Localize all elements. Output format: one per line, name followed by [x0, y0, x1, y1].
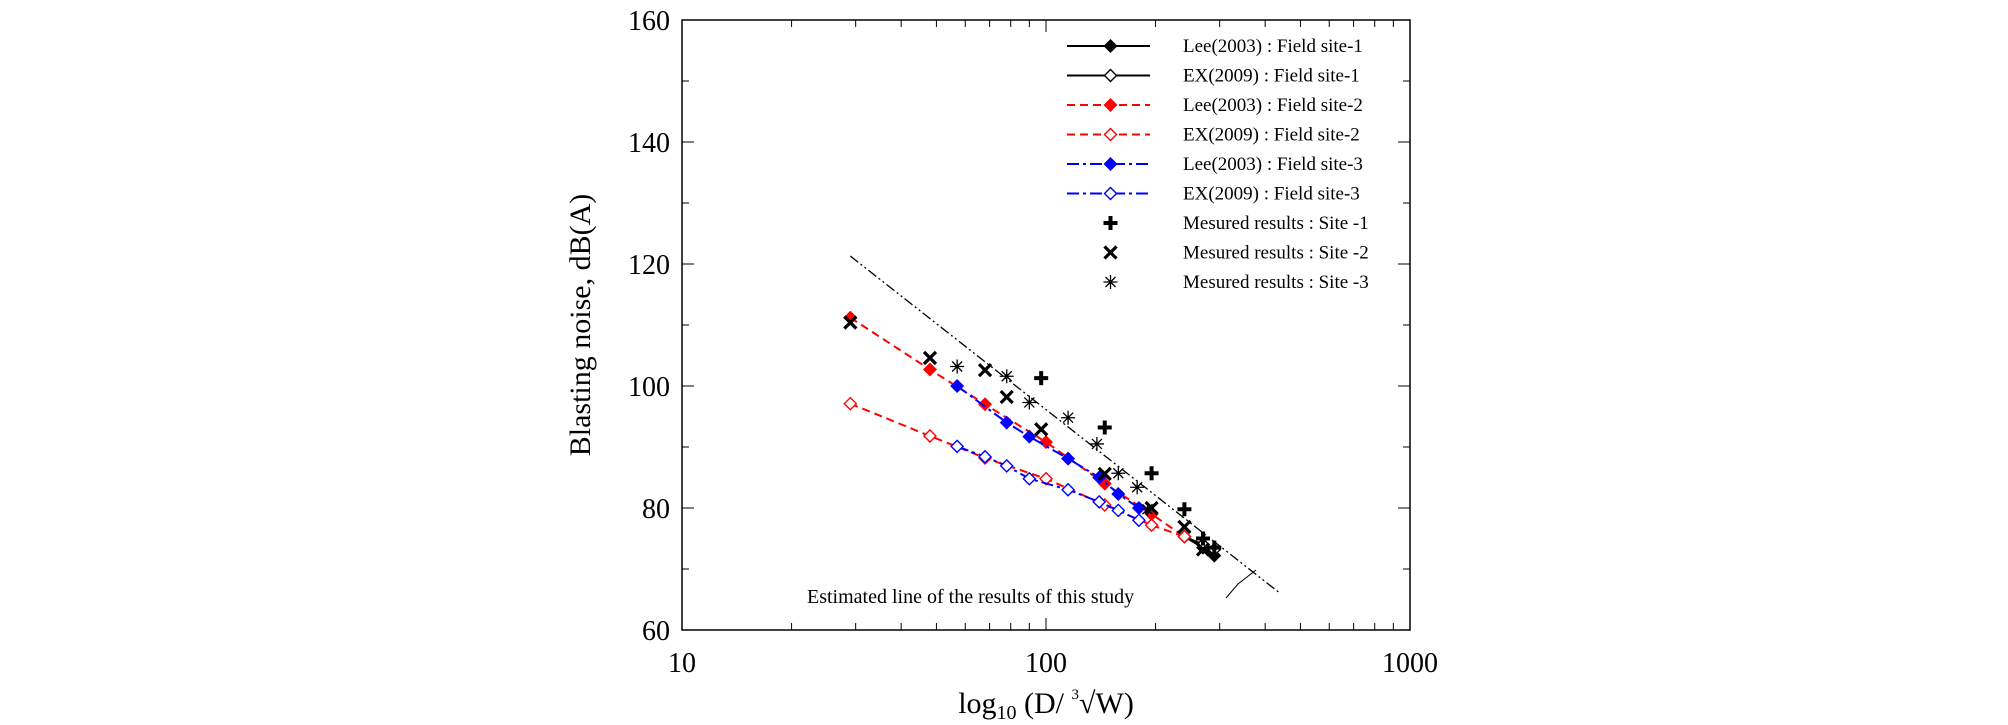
data-point [1130, 480, 1145, 495]
x-axis-title-suffix: W) [1096, 687, 1134, 720]
series-9 [950, 359, 1155, 517]
data-point [1022, 471, 1037, 486]
legend-label: Lee(2003) : Field site-3 [1183, 154, 1363, 175]
data-point [977, 363, 993, 378]
series-7 [1034, 371, 1222, 555]
data-point [1195, 542, 1211, 557]
data-point [1131, 513, 1146, 528]
data-point [1022, 429, 1037, 444]
tick-labels: 10 100 1000 60 80 100 120 140 160 [628, 6, 1438, 679]
legend-marker [1103, 157, 1118, 171]
data-point [1144, 466, 1159, 481]
data-point [843, 315, 858, 330]
series-6 [950, 439, 1146, 528]
series-8 [843, 315, 1211, 557]
legend-label: Mesured results : Site -3 [1183, 272, 1369, 293]
x-axis-title: log10 (D/ 3√W) [958, 687, 1134, 724]
data-point [1177, 502, 1192, 517]
x-axis-title-prefix: log [958, 687, 996, 720]
y-tick-label: 60 [642, 616, 670, 647]
legend-item-7: Mesured results : Site -1 [1103, 213, 1369, 234]
data-point [1097, 420, 1112, 435]
legend-label: Lee(2003) : Field site-1 [1183, 36, 1363, 57]
legend-label: Mesured results : Site -1 [1183, 213, 1369, 234]
legend-marker [1103, 245, 1118, 260]
legend-item-4: EX(2009) : Field site-2 [1067, 125, 1360, 146]
legend-label: Mesured results : Site -2 [1183, 243, 1369, 264]
legend-label: Lee(2003) : Field site-2 [1183, 95, 1363, 116]
y-tick-label: 80 [642, 494, 670, 525]
data-point [978, 449, 993, 464]
series-layer [843, 310, 1222, 563]
data-point [1039, 435, 1053, 450]
data-point [922, 362, 937, 377]
legend: Lee(2003) : Field site-1 EX(2009) : Field… [1067, 36, 1369, 293]
legend-item-3: Lee(2003) : Field site-2 [1067, 95, 1363, 116]
legend-label: EX(2009) : Field site-2 [1183, 125, 1360, 146]
data-point [1061, 451, 1076, 466]
estimated-line-annotation-leader [1225, 569, 1257, 599]
x-tick-label: 10 [668, 648, 696, 679]
y-tick-label: 120 [628, 250, 670, 281]
data-point [950, 359, 965, 374]
legend-item-8: Mesured results : Site -2 [1103, 243, 1369, 264]
data-point [1177, 519, 1192, 535]
series-5 [950, 379, 1146, 515]
data-point [1022, 395, 1037, 410]
data-point [978, 397, 993, 412]
legend-item-2: EX(2009) : Field site-1 [1067, 66, 1360, 87]
data-point [1207, 540, 1222, 555]
data-point [1196, 531, 1211, 546]
data-point [950, 439, 965, 454]
x-axis-title-root-index: 3 [1072, 687, 1080, 703]
data-point [1034, 422, 1049, 437]
legend-marker [1103, 98, 1118, 112]
estimated-line-annotation: Estimated line of the results of this st… [807, 586, 1134, 608]
legend-marker [1103, 127, 1118, 142]
x-axis-title-root-sign: √ [1079, 687, 1096, 720]
y-axis-title: Blasting noise, dB(A) [564, 194, 597, 457]
legend-label: EX(2009) : Field site-1 [1183, 66, 1360, 87]
data-point [1144, 518, 1159, 533]
data-point [999, 369, 1014, 384]
data-point [1061, 410, 1076, 425]
x-axis-title-body: (D/ [1017, 687, 1072, 720]
y-tick-label: 140 [628, 128, 670, 159]
data-point [999, 389, 1014, 405]
data-point [1034, 371, 1049, 386]
legend-item-5: Lee(2003) : Field site-3 [1067, 154, 1363, 175]
legend-item-1: Lee(2003) : Field site-1 [1067, 36, 1363, 57]
x-tick-label: 100 [1025, 648, 1067, 679]
x-tick-label: 1000 [1382, 648, 1438, 679]
data-point [1092, 494, 1107, 509]
y-tick-label: 160 [628, 6, 670, 37]
data-point [1097, 466, 1112, 481]
data-point [950, 379, 965, 393]
data-point [1111, 466, 1126, 481]
data-point [1111, 503, 1126, 518]
y-tick-label: 100 [628, 372, 670, 403]
legend-marker [1103, 275, 1118, 289]
data-point [1061, 482, 1076, 497]
data-point [999, 415, 1014, 430]
data-point [1089, 436, 1104, 451]
data-point [1111, 486, 1126, 501]
legend-item-6: EX(2009) : Field site-3 [1067, 184, 1360, 205]
data-point [843, 396, 858, 411]
legend-marker [1103, 39, 1118, 53]
data-point [922, 350, 938, 366]
data-point [922, 429, 937, 444]
legend-label: EX(2009) : Field site-3 [1183, 184, 1360, 205]
axis-ticks [682, 19, 1410, 631]
data-point [999, 458, 1014, 473]
legend-marker [1103, 216, 1118, 230]
data-point [1140, 502, 1155, 517]
legend-item-9: Mesured results : Site -3 [1103, 272, 1369, 293]
legend-marker [1103, 68, 1118, 83]
data-point [1177, 529, 1192, 544]
legend-marker [1103, 186, 1118, 201]
x-axis-title-subscript: 10 [997, 702, 1017, 724]
